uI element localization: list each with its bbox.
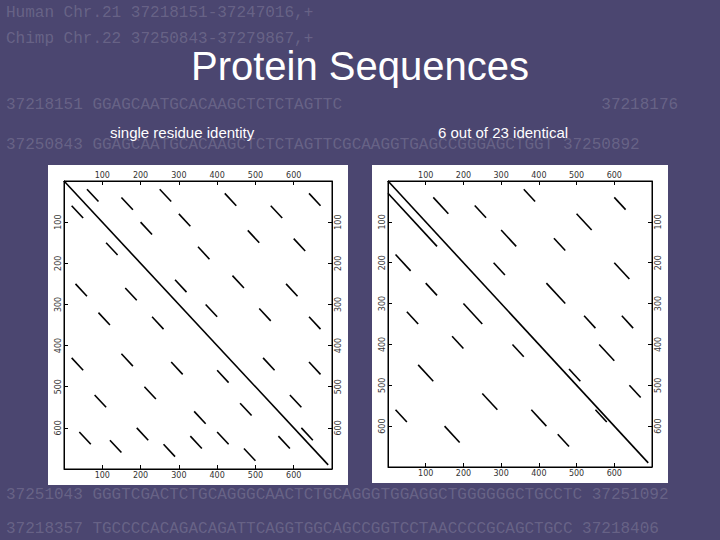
svg-text:400: 400 (378, 337, 387, 352)
svg-text:200: 200 (133, 471, 148, 480)
svg-text:100: 100 (418, 171, 433, 180)
svg-text:300: 300 (334, 297, 343, 312)
html-text:37218151 GGAGCAATGCACAAGCTCTCT: 37218151 GGAGCAATGCACAAGCTCTCTAGTTC 3721… (6, 96, 679, 114)
svg-text:400: 400 (654, 337, 663, 352)
svg-text:600: 600 (607, 469, 622, 478)
svg-text:400: 400 (54, 338, 63, 353)
html-text:Human Chr.21 37218151-37247016: Human Chr.21 37218151-37247016,+ (6, 4, 314, 22)
svg-text:500: 500 (334, 379, 343, 394)
svg-text:600: 600 (286, 471, 301, 480)
svg-text:400: 400 (334, 338, 343, 353)
svg-text:600: 600 (286, 171, 301, 180)
svg-text:400: 400 (210, 171, 225, 180)
svg-text:100: 100 (95, 171, 110, 180)
html-text:Protein Sequences: Protein Sequences (191, 44, 529, 88)
svg-text:500: 500 (378, 378, 387, 393)
svg-text:300: 300 (54, 297, 63, 312)
svg-text:600: 600 (334, 420, 343, 435)
html-text:6 out of 23 identical: 6 out of 23 identical (438, 124, 569, 141)
svg-text:200: 200 (133, 171, 148, 180)
svg-text:600: 600 (607, 171, 622, 180)
svg-text:100: 100 (54, 215, 63, 230)
svg-text:500: 500 (248, 171, 263, 180)
svg-text:100: 100 (95, 471, 110, 480)
svg-text:500: 500 (569, 469, 584, 478)
svg-text:100: 100 (378, 214, 387, 229)
html-text:37218357 TGCCCCACAGACAGATTCAGG: 37218357 TGCCCCACAGACAGATTCAGGTGGCAGCCGG… (6, 520, 659, 538)
svg-text:300: 300 (171, 471, 186, 480)
svg-text:500: 500 (54, 379, 63, 394)
svg-text:300: 300 (494, 171, 509, 180)
svg-text:400: 400 (531, 469, 546, 478)
svg-text:300: 300 (494, 469, 509, 478)
svg-text:500: 500 (248, 471, 263, 480)
svg-text:400: 400 (531, 171, 546, 180)
svg-text:600: 600 (54, 420, 63, 435)
svg-text:200: 200 (378, 255, 387, 270)
svg-text:200: 200 (654, 255, 663, 270)
svg-text:400: 400 (210, 471, 225, 480)
html-text:Chimp Chr.22 37250843-37279867: Chimp Chr.22 37250843-37279867,+ (6, 30, 314, 48)
html-text:single residue identity: single residue identity (110, 124, 255, 141)
svg-text:200: 200 (456, 469, 471, 478)
svg-text:200: 200 (54, 256, 63, 271)
svg-text:600: 600 (378, 419, 387, 434)
html-text:37251043 GGGTCGACTCTGCAGGGCAAC: 37251043 GGGTCGACTCTGCAGGGCAACTCTGCAGGGT… (6, 486, 669, 504)
svg-text:300: 300 (171, 171, 186, 180)
svg-text:300: 300 (378, 296, 387, 311)
svg-text:100: 100 (334, 215, 343, 230)
svg-text:200: 200 (334, 256, 343, 271)
svg-text:200: 200 (456, 171, 471, 180)
svg-text:100: 100 (418, 469, 433, 478)
svg-text:300: 300 (654, 296, 663, 311)
svg-text:500: 500 (654, 378, 663, 393)
html-text:37250843 GGAGCAATGCACAAGCTCTCT: 37250843 GGAGCAATGCACAAGCTCTCTAGTTCGCAAG… (6, 136, 640, 154)
svg-text:600: 600 (654, 419, 663, 434)
svg-text:100: 100 (654, 214, 663, 229)
svg-text:500: 500 (569, 171, 584, 180)
